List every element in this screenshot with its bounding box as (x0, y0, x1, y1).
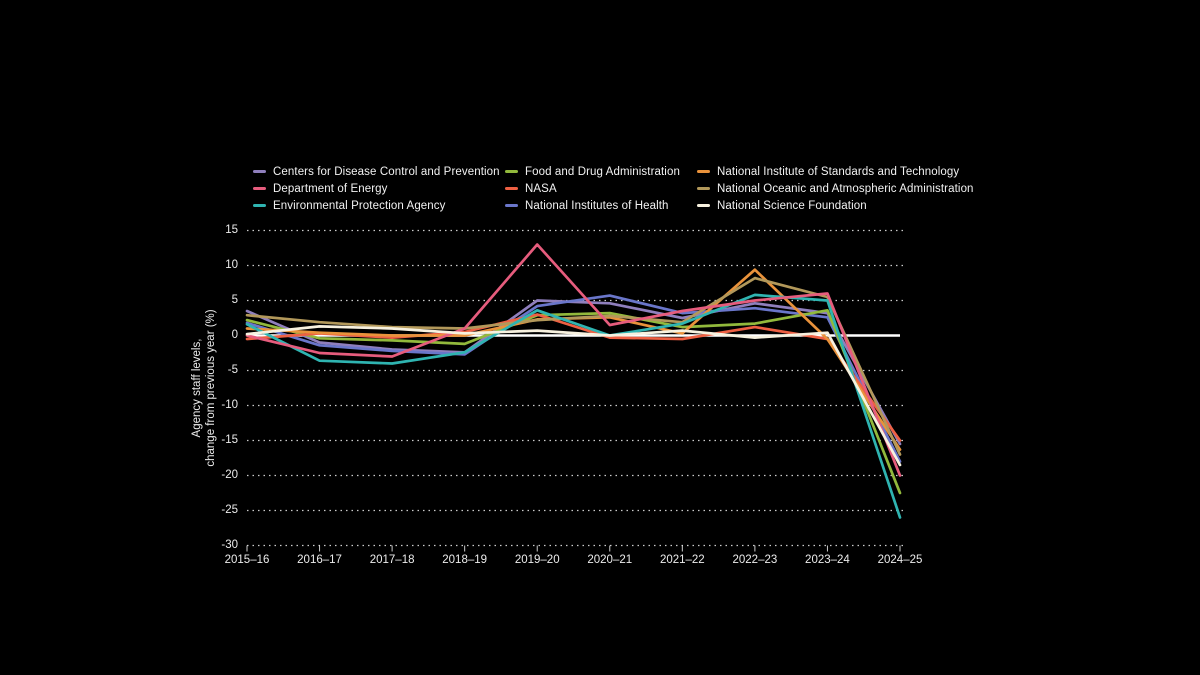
y-tick-label--15: -15 (221, 433, 238, 446)
legend-label: National Institute of Standards and Tech… (717, 165, 960, 178)
y-tick-label-0: 0 (231, 328, 238, 341)
legend-label: Food and Drug Administration (525, 165, 680, 178)
x-tick-label-1: 2016–17 (297, 554, 342, 566)
x-tick-label-6: 2021–22 (659, 554, 705, 566)
series-line-national-institutes-of-health (245, 294, 902, 463)
series-line-national-science-foundation (245, 325, 902, 467)
x-tick-label-8: 2023–24 (805, 554, 850, 566)
legend-swatch-icon (253, 204, 266, 207)
legend-item-food-and-drug-administration: Food and Drug Administration (505, 163, 680, 180)
y-tick-label--10: -10 (221, 398, 238, 411)
y-tick-label-10: 10 (225, 258, 238, 271)
legend-swatch-icon (697, 170, 710, 173)
y-axis-title-line1: Agency staff levels, (191, 338, 203, 438)
legend-label: Environmental Protection Agency (273, 199, 446, 212)
y-tick-label--30: -30 (221, 538, 238, 551)
series-line-department-of-energy (245, 243, 902, 477)
legend-label: National Institutes of Health (525, 199, 669, 212)
x-tick-label-3: 2018–19 (442, 554, 488, 566)
legend-label: National Oceanic and Atmospheric Adminis… (717, 182, 974, 195)
legend-item-centers-for-disease-control-and-prevention: Centers for Disease Control and Preventi… (253, 163, 500, 180)
series-line-nasa (245, 313, 902, 442)
series-line-food-and-drug-administration (245, 308, 902, 495)
y-tick-label-5: 5 (231, 293, 238, 306)
legend-item-national-science-foundation: National Science Foundation (697, 197, 974, 214)
legend-item-national-oceanic-and-atmospheric-administration: National Oceanic and Atmospheric Adminis… (697, 180, 974, 197)
legend-swatch-icon (505, 187, 518, 190)
x-tick-label-2: 2017–18 (369, 554, 415, 566)
x-tick-label-4: 2019–20 (514, 554, 560, 566)
legend-swatch-icon (505, 170, 518, 173)
legend-item-nasa: NASA (505, 180, 680, 197)
y-tick-label-15: 15 (225, 223, 238, 236)
y-tick-label--5: -5 (227, 363, 238, 376)
legend-column-1: Centers for Disease Control and Preventi… (253, 163, 500, 214)
legend-label: Department of Energy (273, 182, 388, 195)
x-tick-label-7: 2022–23 (732, 554, 778, 566)
legend-swatch-icon (697, 204, 710, 207)
legend-label: Centers for Disease Control and Preventi… (273, 165, 500, 178)
x-tick-label-0: 2015–16 (224, 554, 270, 566)
legend-swatch-icon (697, 187, 710, 190)
x-tick-label-5: 2020–21 (587, 554, 633, 566)
legend-column-3: National Institute of Standards and Tech… (697, 163, 974, 214)
legend-label: NASA (525, 182, 557, 195)
series-line-national-oceanic-and-atmospheric-administration (245, 276, 902, 456)
legend-column-2: Food and Drug Administration NASA National… (505, 163, 680, 214)
legend-item-department-of-energy: Department of Energy (253, 180, 500, 197)
y-tick-label--20: -20 (221, 468, 238, 481)
x-tick-label-9: 2024–25 (877, 554, 923, 566)
legend-item-environmental-protection-agency: Environmental Protection Agency (253, 197, 500, 214)
legend-item-national-institute-of-standards-and-technology: National Institute of Standards and Tech… (697, 163, 974, 180)
y-tick-label--25: -25 (221, 503, 238, 516)
legend-swatch-icon (505, 204, 518, 207)
legend-swatch-icon (253, 170, 266, 173)
legend-item-national-institutes-of-health: National Institutes of Health (505, 197, 680, 214)
legend-label: National Science Foundation (717, 199, 867, 212)
legend-swatch-icon (253, 187, 266, 190)
